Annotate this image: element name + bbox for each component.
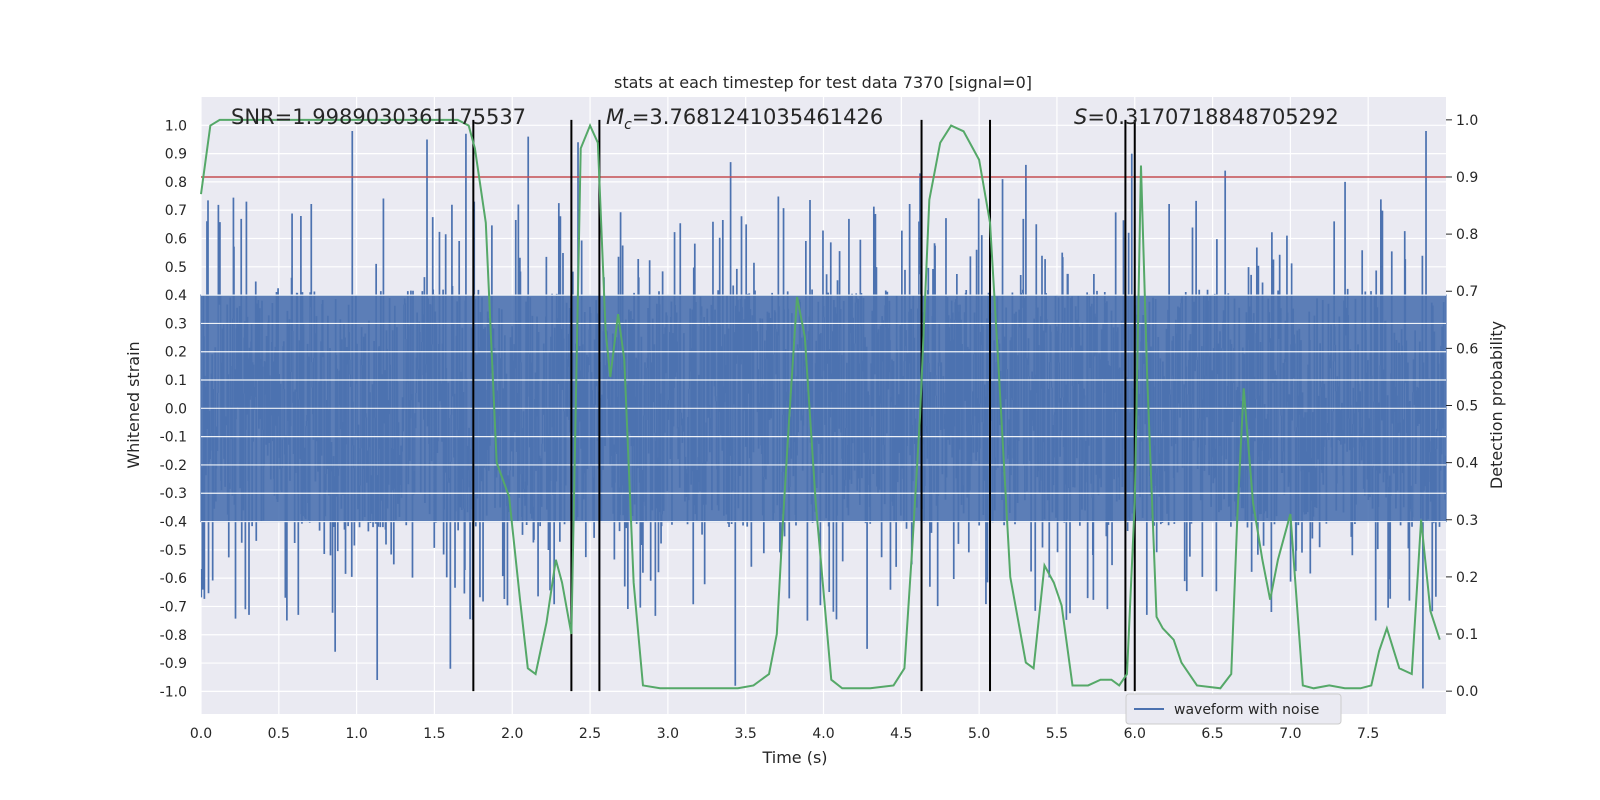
y-left-tick-label: 0.1 (165, 373, 187, 389)
y-left-tick-label: -0.2 (160, 458, 187, 474)
x-tick-label: 0.0 (190, 726, 212, 742)
x-tick-label: 1.5 (423, 726, 445, 742)
s-value: =0.3170718848705292 (1087, 105, 1338, 129)
y-left-tick-label: 1.0 (165, 118, 187, 134)
x-tick-label: 1.0 (345, 726, 367, 742)
snr-annotation: SNR=1.9989030361175537 (231, 105, 526, 129)
legend: waveform with noise (1125, 693, 1342, 725)
y-right-tick-label: 0.5 (1456, 399, 1478, 415)
x-tick-label: 6.0 (1124, 726, 1146, 742)
y-left-tick-label: -0.6 (160, 571, 187, 587)
y-right-tick-label: 0.2 (1456, 570, 1478, 586)
y-right-tick-label: 1.0 (1456, 113, 1478, 129)
waveform-series (200, 130, 1447, 689)
x-tick-label: 0.5 (268, 726, 290, 742)
y-left-tick-label: -0.3 (160, 486, 187, 502)
x-tick-label: 3.0 (657, 726, 679, 742)
x-tick-labels: 0.0 0.5 1.0 1.5 2.0 2.5 3.0 3.5 4.0 4.5 5.0 5.5 6.0 6… (190, 726, 1379, 742)
x-tick-label: 2.5 (579, 726, 601, 742)
y-left-tick-label: -0.8 (160, 628, 187, 644)
x-tick-label: 3.5 (735, 726, 757, 742)
y-right-tick-label: 0.7 (1456, 284, 1478, 300)
chirp-mass-symbol: M (606, 105, 624, 129)
y-left-tick-label: 0.2 (165, 345, 187, 361)
x-tick-label: 6.5 (1201, 726, 1223, 742)
y-left-tick-label: 0.9 (165, 147, 187, 163)
legend-box (1125, 693, 1342, 725)
x-tick-label: 4.0 (812, 726, 834, 742)
x-tick-label: 5.5 (1046, 726, 1068, 742)
y-left-tick-label: -0.9 (160, 656, 187, 672)
y-left-tick-label: -0.5 (160, 543, 187, 559)
y-left-tick-label: -0.7 (160, 599, 187, 615)
x-tick-label: 2.0 (501, 726, 523, 742)
chirp-mass-value: =3.7681241035461426 (632, 105, 883, 129)
s-symbol: S (1074, 105, 1087, 129)
x-axis-label: Time (s) (761, 748, 827, 767)
y-left-tick-label: 0.7 (165, 203, 187, 219)
x-tick-label: 4.5 (890, 726, 912, 742)
y-left-tick-label: 0.4 (165, 288, 187, 304)
y-right-tick-label: 0.6 (1456, 341, 1478, 357)
chirp-mass-subscript: c (624, 117, 632, 133)
waveform-trace (200, 130, 1447, 689)
x-tick-label: 7.0 (1279, 726, 1301, 742)
y-left-tick-label: 0.3 (165, 316, 187, 332)
detection-probability-line (200, 118, 1441, 690)
y-left-tick-label: -1.0 (160, 684, 187, 700)
y-right-tick-labels: 1.0 0.9 0.8 0.7 0.6 0.5 0.4 0.3 0.2 0.1 0.0 (1446, 113, 1478, 700)
y-right-tick-label: 0.0 (1456, 684, 1478, 700)
y-left-tick-label: 0.6 (165, 232, 187, 248)
legend-label: waveform with noise (1174, 702, 1319, 718)
y-left-tick-label: 0.5 (165, 260, 187, 276)
y-right-tick-label: 0.9 (1456, 170, 1478, 186)
y-right-tick-label: 0.3 (1456, 513, 1478, 529)
chart-title: stats at each timestep for test data 737… (614, 73, 1032, 92)
y-left-tick-label: -0.1 (160, 430, 187, 446)
y-right-tick-label: 0.1 (1456, 627, 1478, 643)
chirp-mass-annotation: Mc=3.7681241035461426 (606, 105, 883, 133)
y-right-tick-label: 0.8 (1456, 227, 1478, 243)
y-left-tick-label: -0.4 (160, 515, 187, 531)
y-right-tick-label: 0.4 (1456, 456, 1478, 472)
y-left-tick-label: 0.8 (165, 175, 187, 191)
y-axis-label-left: Whitened strain (124, 341, 143, 468)
s-annotation: S=0.3170718848705292 (1074, 105, 1339, 129)
y-left-tick-labels: 1.0 0.9 0.8 0.7 0.6 0.5 0.4 0.3 0.2 0.1 0.0 -0.1 -0.… (160, 118, 187, 700)
y-axis-label-right: Detection probability (1487, 321, 1506, 489)
y-left-tick-label: 0.0 (165, 401, 187, 417)
x-tick-label: 7.5 (1357, 726, 1379, 742)
x-tick-label: 5.0 (968, 726, 990, 742)
